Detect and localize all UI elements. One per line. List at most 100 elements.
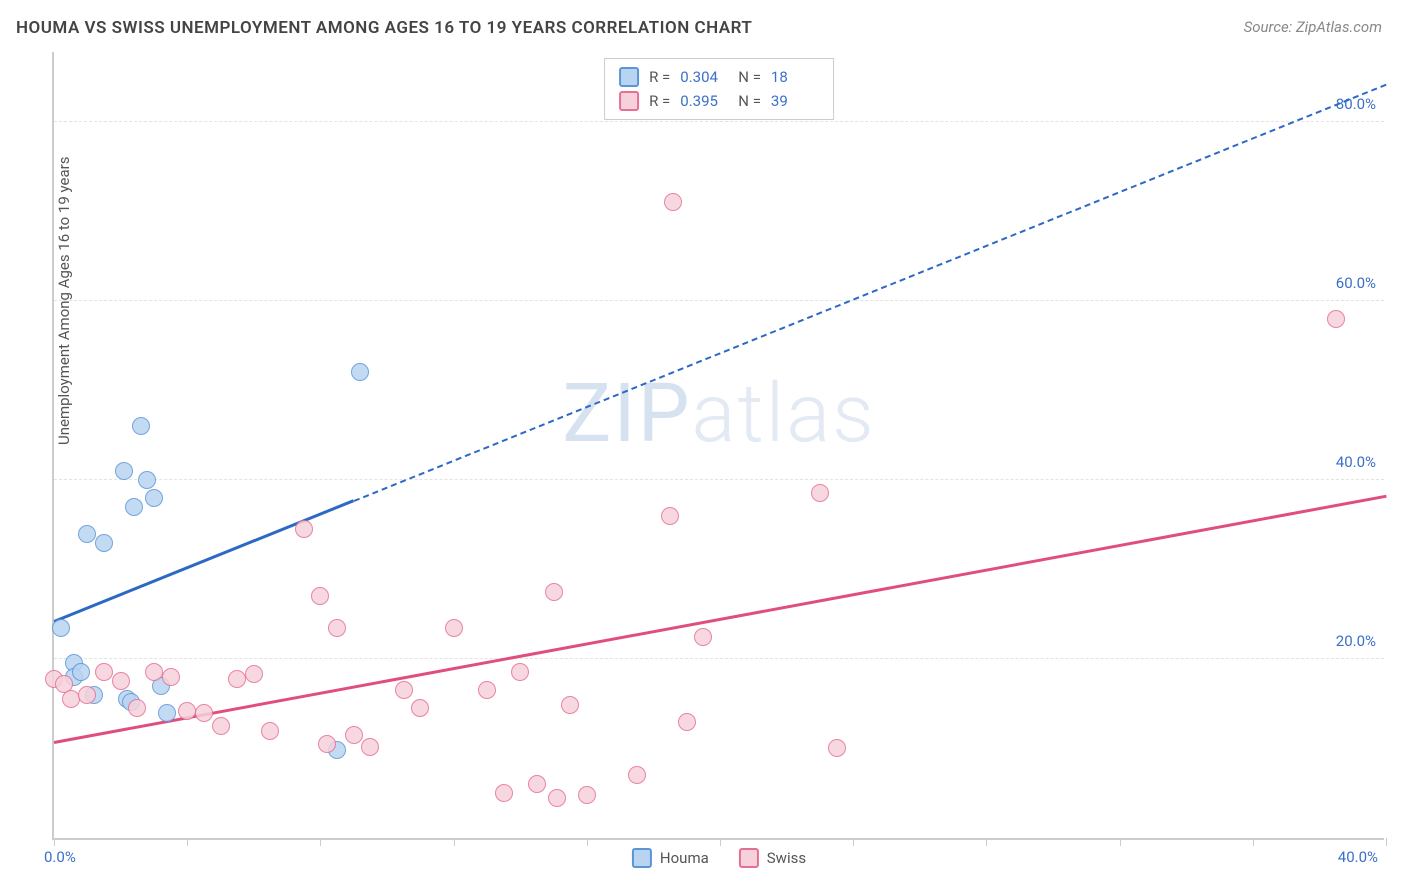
houma-point: [72, 663, 90, 681]
swiss-point: [628, 766, 646, 784]
swiss-label: Swiss: [767, 849, 806, 867]
legend-series: Houma Swiss: [632, 848, 806, 868]
swiss-point: [212, 717, 230, 735]
x-tick: [1386, 838, 1387, 846]
houma-trendline-extrapolated: [353, 84, 1386, 502]
y-axis-label: Unemployment Among Ages 16 to 19 years: [55, 157, 73, 445]
houma-point: [115, 462, 133, 480]
gridline: [54, 658, 1384, 659]
gridline: [54, 300, 1384, 301]
swiss-point: [561, 696, 579, 714]
houma-point: [145, 489, 163, 507]
houma-point: [52, 619, 70, 637]
swiss-point: [62, 690, 80, 708]
swiss-point: [361, 738, 379, 756]
swiss-r-value: 0.395: [680, 92, 728, 110]
swiss-point: [112, 672, 130, 690]
legend-stats-row-swiss: R = 0.395 N = 39: [619, 89, 819, 113]
houma-point: [158, 704, 176, 722]
swiss-point: [1327, 310, 1345, 328]
swiss-point: [528, 775, 546, 793]
legend-item-swiss: Swiss: [739, 848, 806, 868]
y-tick-label: 60.0%: [1336, 274, 1376, 292]
gridline: [54, 121, 1384, 122]
swiss-point: [411, 699, 429, 717]
source-attribution: Source: ZipAtlas.com: [1244, 18, 1382, 36]
swiss-point: [245, 665, 263, 683]
swiss-point: [162, 668, 180, 686]
swiss-point: [548, 789, 566, 807]
x-tick: [454, 838, 455, 846]
watermark-atlas: atlas: [691, 366, 875, 462]
houma-swatch-icon: [632, 848, 652, 868]
houma-label: Houma: [660, 849, 709, 867]
x-tick: [54, 838, 55, 846]
houma-point: [78, 525, 96, 543]
x-tick: [320, 838, 321, 846]
chart-container: HOUMA VS SWISS UNEMPLOYMENT AMONG AGES 1…: [0, 0, 1406, 892]
swiss-point: [295, 520, 313, 538]
x-tick: [1253, 838, 1254, 846]
x-axis-min-label: 0.0%: [44, 848, 76, 866]
legend-stats: R = 0.304 N = 18 R = 0.395 N = 39: [604, 58, 834, 120]
stat-r-label: R =: [649, 68, 670, 86]
y-tick-label: 20.0%: [1336, 632, 1376, 650]
watermark-zip: ZIP: [562, 366, 691, 462]
swiss-point: [228, 670, 246, 688]
swiss-point: [145, 663, 163, 681]
houma-r-value: 0.304: [680, 68, 728, 86]
plot-area: Unemployment Among Ages 16 to 19 years Z…: [52, 52, 1384, 840]
houma-swatch-icon: [619, 67, 639, 87]
houma-point: [132, 417, 150, 435]
swiss-point: [78, 686, 96, 704]
x-tick: [587, 838, 588, 846]
swiss-point: [828, 739, 846, 757]
chart-title: HOUMA VS SWISS UNEMPLOYMENT AMONG AGES 1…: [16, 18, 752, 38]
swiss-point: [128, 699, 146, 717]
houma-point: [351, 363, 369, 381]
x-tick: [986, 838, 987, 846]
x-tick: [853, 838, 854, 846]
y-tick-label: 40.0%: [1336, 453, 1376, 471]
swiss-point: [311, 587, 329, 605]
swiss-swatch-icon: [619, 91, 639, 111]
swiss-point: [445, 619, 463, 637]
swiss-point: [328, 619, 346, 637]
houma-n-value: 18: [771, 68, 819, 86]
houma-point: [138, 471, 156, 489]
stat-r-label: R =: [649, 92, 670, 110]
swiss-point: [511, 663, 529, 681]
stat-n-label: N =: [738, 68, 761, 86]
swiss-point: [811, 484, 829, 502]
houma-point: [95, 534, 113, 552]
swiss-point: [395, 681, 413, 699]
swiss-point: [318, 735, 336, 753]
x-tick: [187, 838, 188, 846]
x-axis-max-label: 40.0%: [1338, 848, 1378, 866]
watermark: ZIPatlas: [562, 366, 875, 462]
legend-stats-row-houma: R = 0.304 N = 18: [619, 65, 819, 89]
swiss-point: [495, 784, 513, 802]
swiss-point: [195, 704, 213, 722]
x-tick: [720, 838, 721, 846]
legend-item-houma: Houma: [632, 848, 709, 868]
swiss-swatch-icon: [739, 848, 759, 868]
swiss-point: [178, 702, 196, 720]
stat-n-label: N =: [738, 92, 761, 110]
swiss-point: [345, 726, 363, 744]
swiss-point: [664, 193, 682, 211]
swiss-point: [678, 713, 696, 731]
swiss-point: [95, 663, 113, 681]
swiss-point: [261, 722, 279, 740]
swiss-point: [545, 583, 563, 601]
houma-point: [125, 498, 143, 516]
swiss-n-value: 39: [771, 92, 819, 110]
swiss-trendline: [54, 495, 1387, 744]
x-tick: [1120, 838, 1121, 846]
swiss-point: [694, 628, 712, 646]
swiss-point: [661, 507, 679, 525]
swiss-point: [478, 681, 496, 699]
swiss-point: [578, 786, 596, 804]
gridline: [54, 479, 1384, 480]
houma-trendline: [53, 499, 354, 623]
